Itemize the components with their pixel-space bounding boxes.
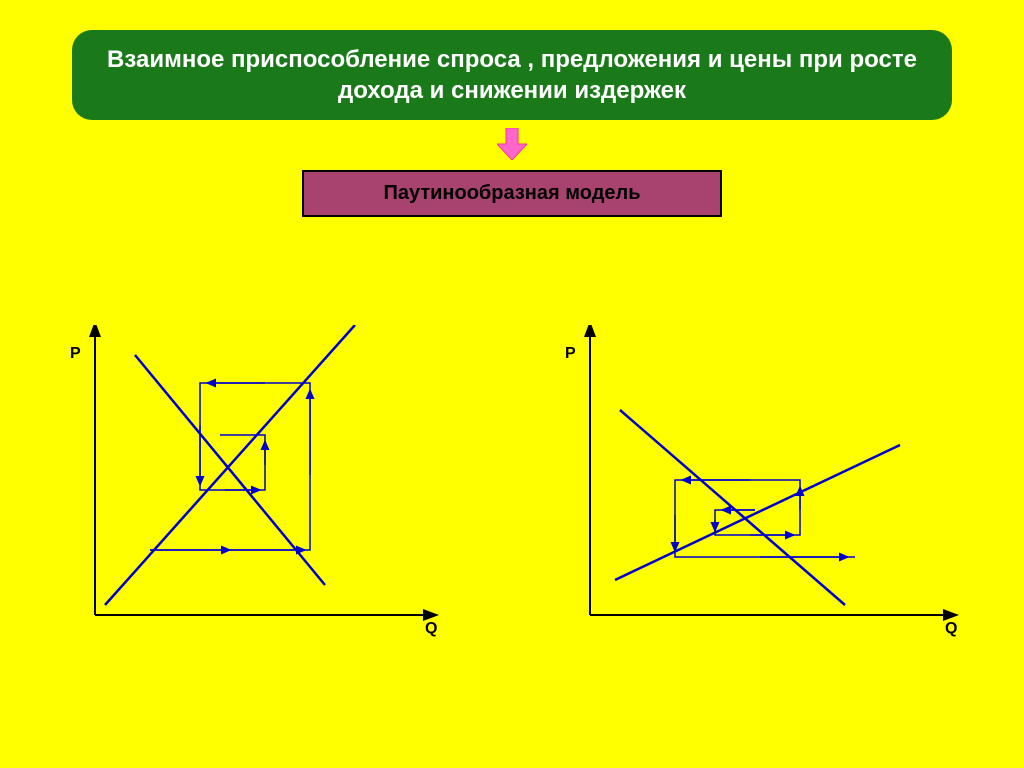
subtitle-text: Паутинообразная модель	[383, 182, 640, 204]
axis-label-q-right: Q	[945, 620, 957, 638]
chart-svg-right	[560, 325, 980, 645]
axis-label-p-left: P	[70, 345, 81, 363]
title-text: Взаимное приспособление спроса , предлож…	[107, 46, 917, 104]
subtitle-banner: Паутинообразная модель	[302, 170, 722, 217]
down-arrow-icon	[497, 128, 527, 165]
title-banner: Взаимное приспособление спроса , предлож…	[72, 30, 952, 120]
axis-label-q-left: Q	[425, 620, 437, 638]
cobweb-chart-diverging: P Q	[560, 325, 980, 650]
chart-svg-left	[65, 325, 465, 645]
cobweb-chart-converging: P Q	[65, 325, 465, 650]
axis-label-p-right: P	[565, 345, 576, 363]
